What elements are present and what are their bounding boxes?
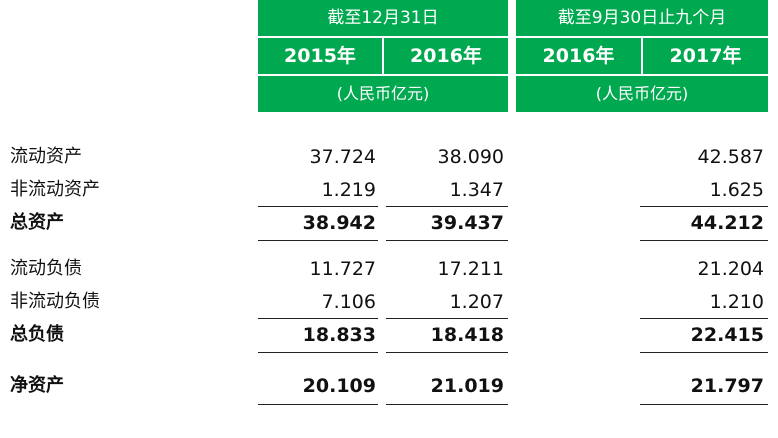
total-rule [258, 404, 378, 405]
header-period-label: 截至12月31日 [327, 8, 439, 28]
subtotal-rule [640, 318, 768, 319]
row-value-2015: 37.724 [309, 146, 376, 168]
total-rule [386, 404, 508, 405]
table-row-total-liabilities: 总负债 18.833 18.418 22.415 [0, 319, 778, 351]
header-unit-label: (人民币亿元) [595, 84, 689, 103]
header-year-2015: 2015年 [284, 45, 356, 67]
header-divider [516, 36, 768, 38]
row-value-2015: 11.727 [309, 258, 376, 280]
row-value-2015: 7.106 [321, 291, 376, 313]
row-value-2016: 1.207 [449, 291, 504, 313]
row-value-2015: 38.942 [302, 212, 376, 234]
table-row-non-current-liabilities: 非流动负债 7.106 1.207 1.210 [0, 286, 778, 318]
row-value-2016: 21.019 [430, 375, 504, 397]
row-value-2016: 39.437 [430, 212, 504, 234]
subtotal-rule [386, 206, 508, 207]
row-value-2016: 38.090 [437, 146, 504, 168]
row-value-2017: 1.625 [709, 179, 764, 201]
row-value-2017: 44.212 [690, 212, 764, 234]
header-column-divider [641, 38, 643, 74]
row-value-2016: 1.347 [449, 179, 504, 201]
table-row-current-assets: 流动资产 37.724 38.090 42.587 [0, 141, 778, 173]
row-label: 总负债 [10, 324, 64, 345]
row-value-2017: 42.587 [697, 146, 764, 168]
row-value-2015: 20.109 [302, 375, 376, 397]
header-divider [258, 74, 508, 76]
header-column-divider [382, 38, 384, 74]
row-value-2017: 21.797 [690, 375, 764, 397]
subtotal-rule [258, 206, 378, 207]
row-label: 流动资产 [10, 146, 82, 167]
subtotal-rule [640, 206, 768, 207]
subtotal-rule [640, 352, 768, 353]
row-label: 净资产 [10, 375, 64, 396]
table-row-non-current-assets: 非流动资产 1.219 1.347 1.625 [0, 174, 778, 206]
header-group-calendar-year: 截至12月31日 2015年 2016年 (人民币亿元) [258, 0, 508, 112]
table-row-current-liabilities: 流动负债 11.727 17.211 21.204 [0, 253, 778, 285]
subtotal-rule [258, 240, 378, 241]
row-value-2016: 17.211 [437, 258, 504, 280]
subtotal-rule [386, 240, 508, 241]
row-value-2015: 18.833 [302, 324, 376, 346]
header-period-label: 截至9月30日止九个月 [557, 8, 727, 28]
header-year-2016: 2016年 [410, 45, 482, 67]
header-divider [258, 36, 508, 38]
row-value-2015: 1.219 [321, 179, 376, 201]
header-year-2016: 2016年 [542, 45, 615, 67]
header-divider [516, 74, 768, 76]
subtotal-rule [640, 240, 768, 241]
row-label: 非流动负债 [10, 291, 100, 312]
header-unit-label: (人民币亿元) [336, 84, 430, 103]
row-value-2017: 1.210 [709, 291, 764, 313]
header-year-2017: 2017年 [669, 45, 742, 67]
total-rule [640, 404, 768, 405]
table-row-total-assets: 总资产 38.942 39.437 44.212 [0, 207, 778, 239]
row-label: 总资产 [10, 212, 64, 233]
subtotal-rule [386, 318, 508, 319]
row-label: 非流动资产 [10, 179, 100, 200]
row-value-2017: 21.204 [697, 258, 764, 280]
row-value-2017: 22.415 [690, 324, 764, 346]
row-value-2016: 18.418 [430, 324, 504, 346]
subtotal-rule [386, 352, 508, 353]
subtotal-rule [258, 318, 378, 319]
subtotal-rule [258, 352, 378, 353]
header-group-nine-months: 截至9月30日止九个月 2016年 2017年 (人民币亿元) [516, 0, 768, 112]
table-row-net-assets: 净资产 20.109 21.019 21.797 [0, 370, 778, 402]
row-label: 流动负债 [10, 258, 82, 279]
